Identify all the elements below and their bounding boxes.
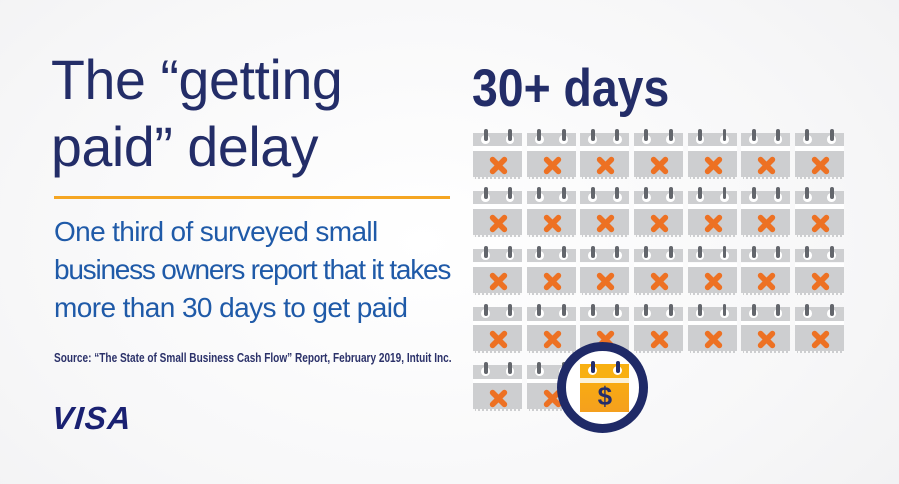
svg-text:VISA: VISA	[51, 400, 134, 436]
